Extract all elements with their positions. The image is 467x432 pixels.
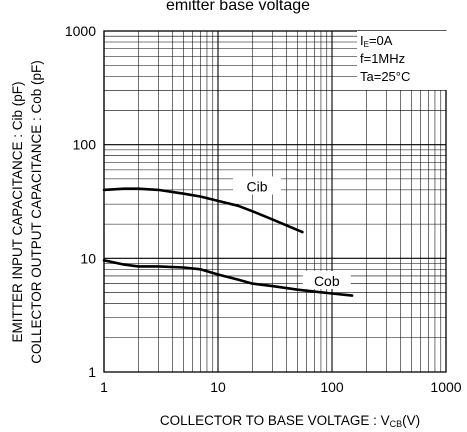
series-layer: Cib Cob: [102, 176, 354, 297]
tick-labels: 1 10 100 1000 1 10 100 1000: [65, 23, 462, 395]
series-label-bg: [302, 270, 351, 289]
conditions-box: IE=0A f=1MHz Ta=25°C: [357, 31, 455, 90]
condition-frequency: f=1MHz: [360, 51, 405, 66]
x-tick-label: 100: [320, 379, 344, 395]
series-label-cob: Cob: [314, 273, 340, 289]
x-tick-label: 1000: [430, 379, 461, 395]
y-axis-label-2: COLLECTOR OUTPUT CAPACITANCE : Cob (pF): [29, 60, 44, 364]
x-axis-label: COLLECTOR TO BASE VOLTAGE : VCB(V): [160, 413, 420, 429]
condition-temperature: Ta=25°C: [360, 69, 410, 84]
y-tick-label: 10: [80, 250, 96, 266]
y-axis-label-1: EMITTER INPUT CAPACITANCE : Cib (pF): [10, 81, 25, 342]
y-tick-label: 1: [88, 364, 96, 380]
x-tick-label: 1: [100, 379, 108, 395]
x-axis-label-main: COLLECTOR TO BASE VOLTAGE : V: [160, 413, 390, 428]
series-line-cob: [102, 259, 354, 297]
series-label-cib: Cib: [247, 178, 268, 194]
y-tick-label: 1000: [65, 23, 96, 39]
grid: [103, 31, 446, 373]
plot-frame: [103, 30, 447, 373]
chart-title: emitter base voltage: [166, 0, 310, 14]
y-tick-label: 100: [73, 137, 97, 153]
series-line-cib: [102, 187, 304, 234]
x-axis-label-sub: CB: [390, 419, 403, 429]
x-axis-label-unit: (V): [402, 413, 420, 428]
series-label-bg: [233, 176, 282, 195]
x-tick-label: 10: [210, 379, 226, 395]
condition-ie: IE=0A: [360, 33, 393, 49]
